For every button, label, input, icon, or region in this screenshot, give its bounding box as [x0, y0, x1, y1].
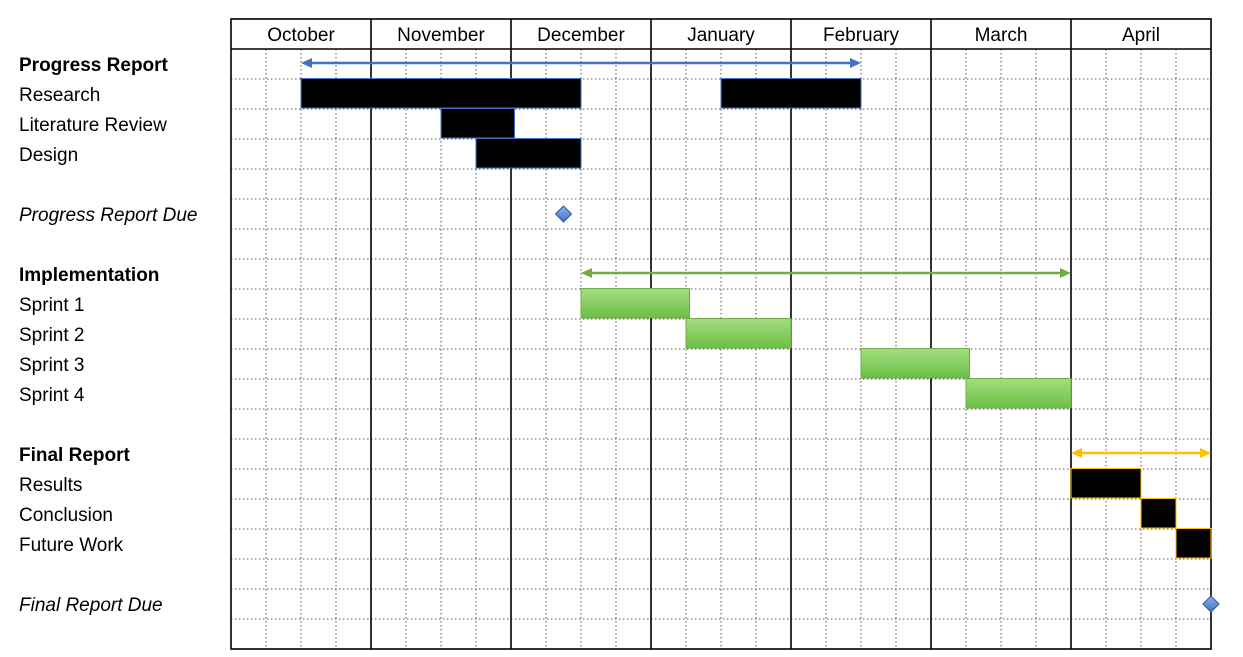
month-header: October November December January February Ma…: [267, 25, 1160, 46]
task-bar: [1175, 528, 1212, 559]
task-label: Sprint 4: [19, 385, 85, 406]
group-span-arrow-right: [1200, 448, 1211, 458]
task-label: Sprint 1: [19, 295, 84, 316]
month-label: April: [1122, 25, 1160, 46]
task-bar: [685, 318, 792, 349]
task-bar: [1140, 498, 1177, 529]
task-bar: [720, 78, 862, 109]
task-label: Future Work: [19, 535, 124, 556]
month-label: March: [975, 25, 1028, 46]
month-label: February: [823, 25, 900, 46]
task-label: Design: [19, 145, 78, 166]
task-label: Research: [19, 85, 100, 106]
milestone-marker: [554, 205, 573, 223]
task-bar: [965, 378, 1072, 409]
group-span-arrow-left: [581, 268, 592, 278]
task-bar: [1070, 468, 1142, 499]
month-label: November: [397, 25, 485, 46]
task-label: Sprint 3: [19, 355, 84, 376]
task-label: Final Report: [19, 445, 131, 466]
month-label: October: [267, 25, 335, 46]
task-bar: [440, 108, 515, 139]
task-bar: [580, 288, 690, 319]
task-bar: [475, 138, 582, 169]
task-bars: [300, 58, 1220, 613]
task-label: Progress Report: [19, 55, 169, 76]
task-label: Sprint 2: [19, 325, 84, 346]
group-span-arrow-right: [1060, 268, 1071, 278]
milestone-marker: [1202, 595, 1220, 613]
month-label: January: [687, 25, 755, 46]
task-label: Progress Report Due: [19, 205, 197, 226]
task-label: Implementation: [19, 265, 159, 286]
task-label: Literature Review: [19, 115, 167, 136]
task-label: Final Report Due: [19, 595, 163, 616]
task-bar: [300, 78, 582, 109]
group-span-arrow-left: [301, 58, 312, 68]
group-span-arrow-left: [1071, 448, 1082, 458]
task-labels: Progress Report Research Literature Review…: [19, 55, 197, 616]
task-label: Conclusion: [19, 505, 113, 526]
task-label: Results: [19, 475, 82, 496]
chart-border: [230, 18, 1212, 650]
task-bar: [860, 348, 970, 379]
month-label: December: [537, 25, 625, 46]
group-span-arrow-right: [850, 58, 861, 68]
